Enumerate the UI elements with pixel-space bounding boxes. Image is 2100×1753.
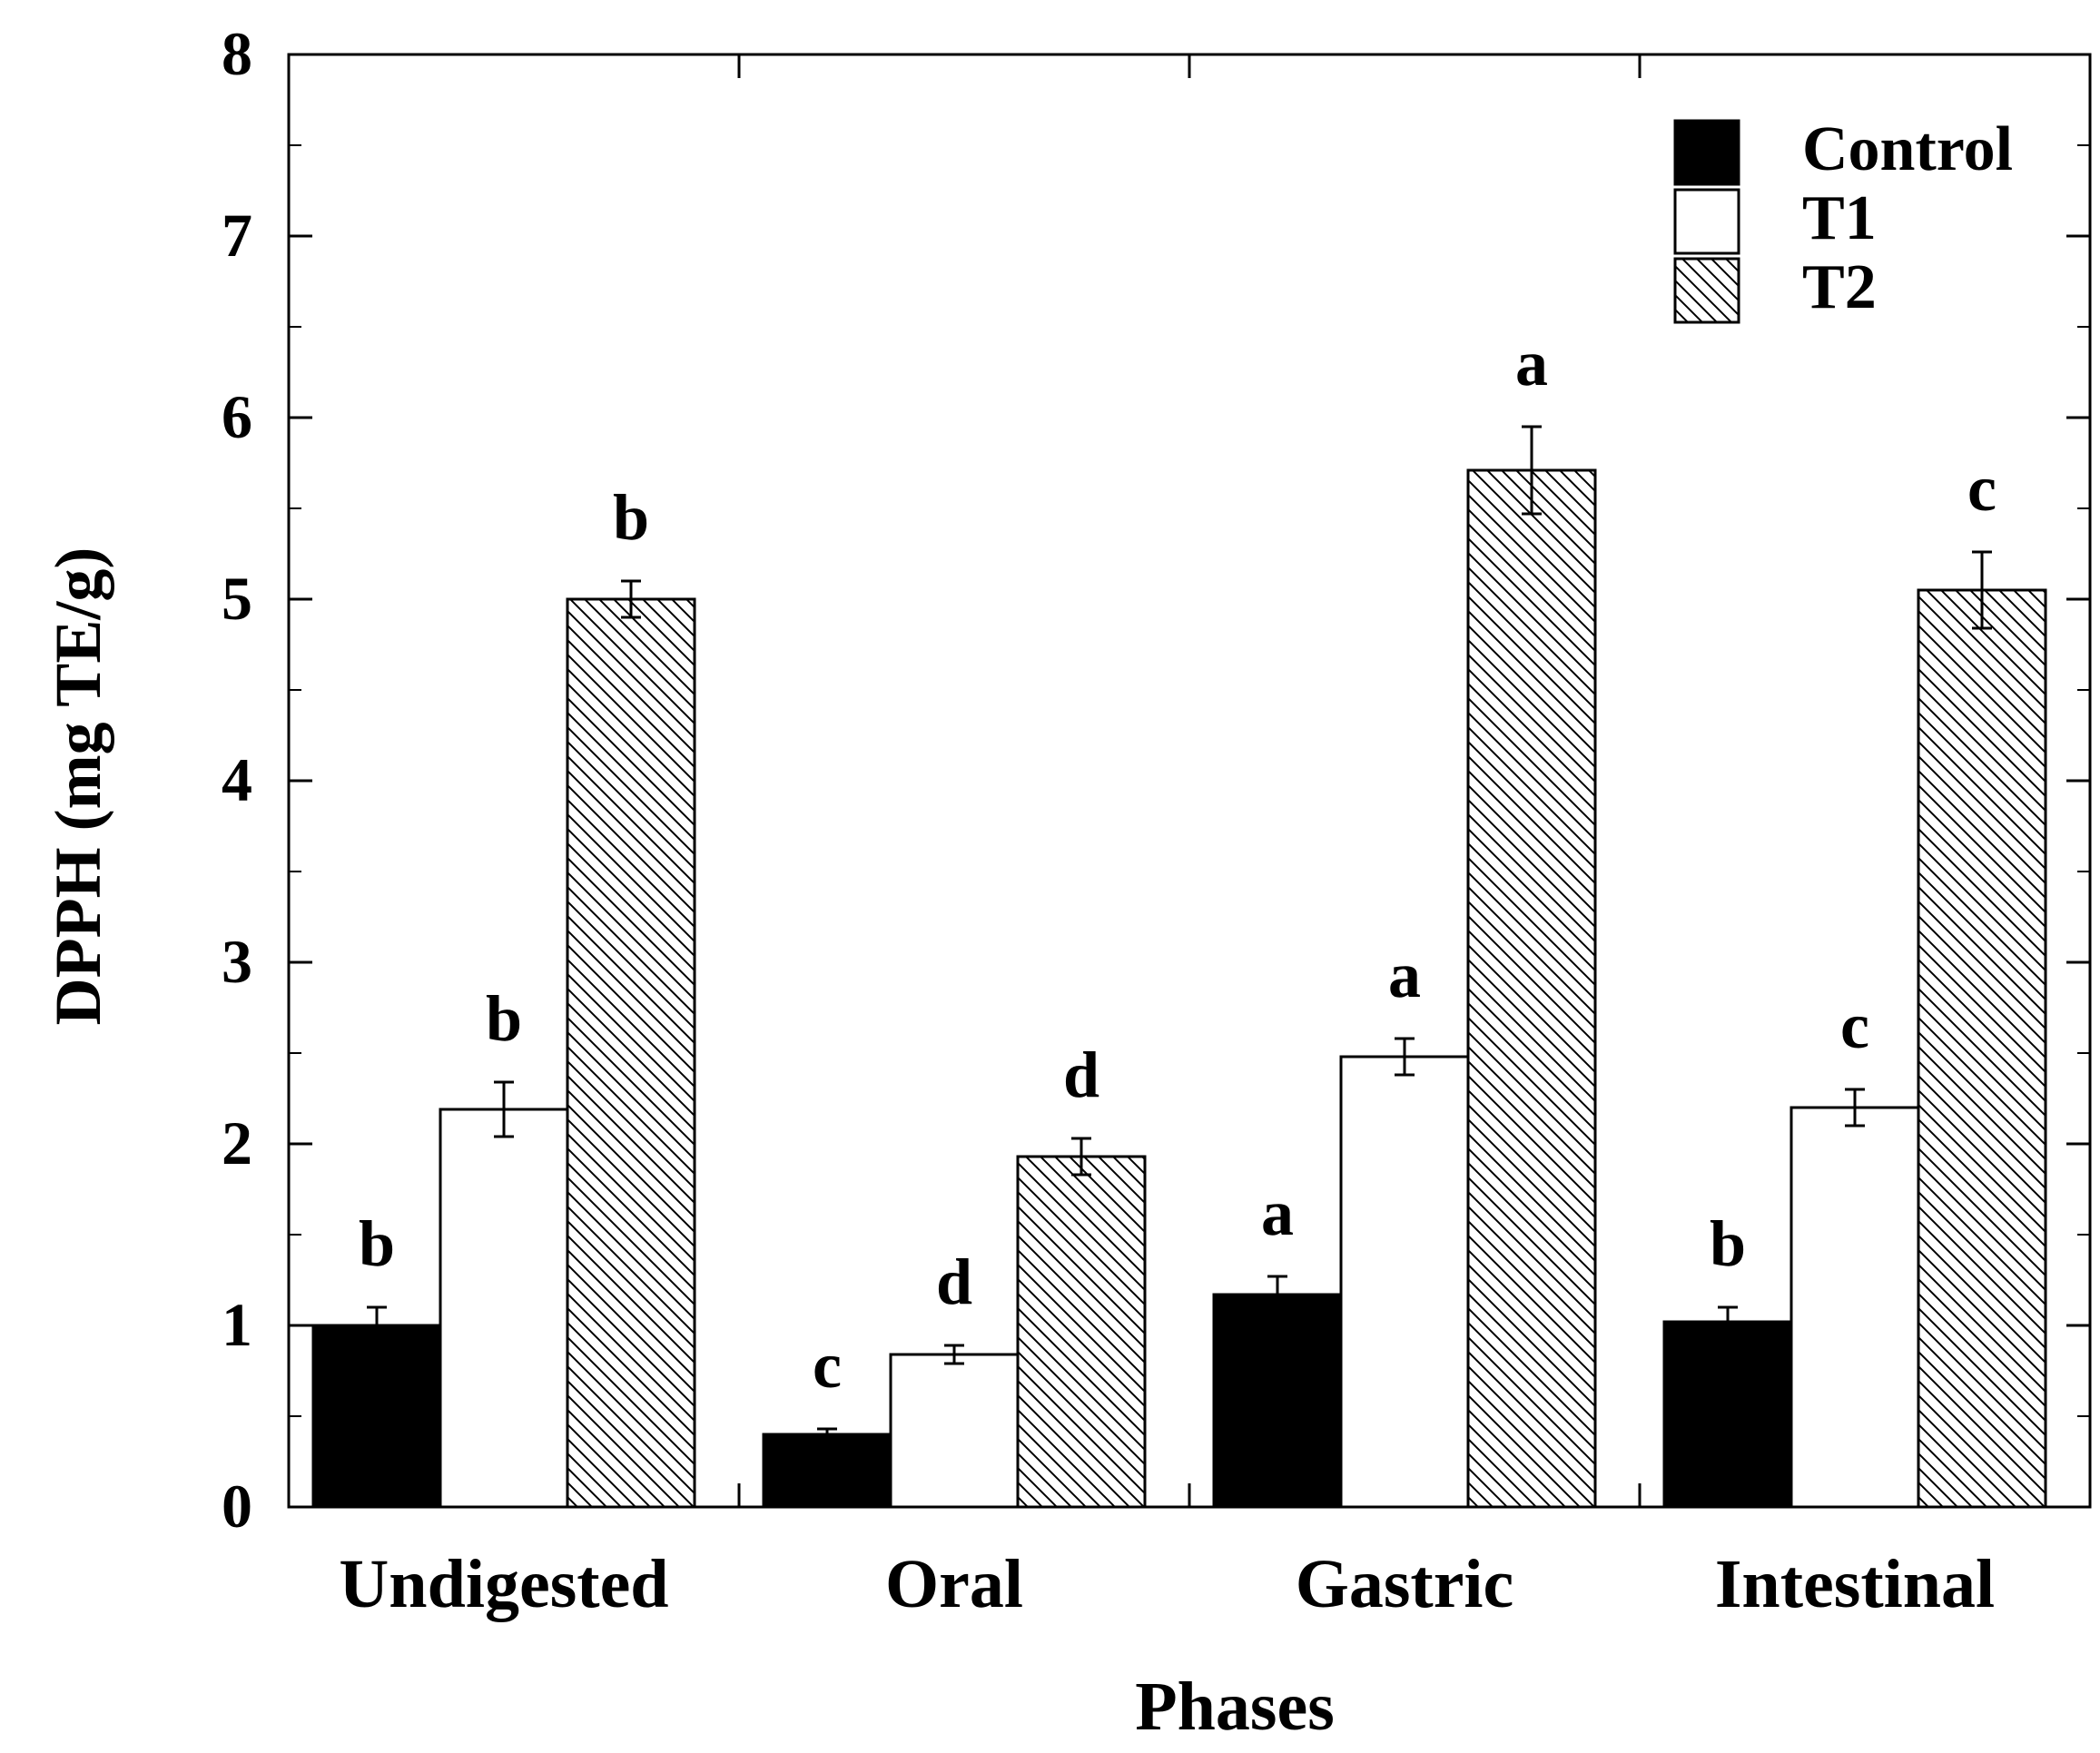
bar-t1-gastric <box>1339 1055 1470 1509</box>
x-tick-label: Gastric <box>1296 1546 1514 1622</box>
significance-label: d <box>1063 1039 1099 1111</box>
y-tick-label: 2 <box>222 1108 252 1177</box>
legend-label-t2: T2 <box>1802 252 1877 322</box>
bar-control-undigested <box>311 1324 442 1509</box>
significance-label: d <box>936 1246 972 1318</box>
y-tick-label: 8 <box>222 19 252 88</box>
bar-t2-oral <box>1016 1155 1147 1509</box>
bar-t2-intestinal <box>1917 588 2047 1509</box>
significance-label: b <box>486 982 522 1055</box>
significance-label: a <box>1261 1177 1294 1249</box>
y-tick-label: 6 <box>222 382 252 451</box>
legend-swatch-control <box>1673 119 1740 186</box>
bar-t2-undigested <box>566 597 696 1509</box>
x-axis-label: Phases <box>1135 1669 1335 1745</box>
y-tick-label: 5 <box>222 564 252 633</box>
legend-label-control: Control <box>1802 114 2013 184</box>
bar-control-gastric <box>1212 1293 1343 1509</box>
bar-t1-oral <box>889 1353 1020 1509</box>
significance-label: b <box>1710 1207 1746 1280</box>
significance-label: b <box>613 481 649 554</box>
significance-label: b <box>359 1207 395 1280</box>
legend-swatch-t1 <box>1673 188 1740 255</box>
bar-t1-undigested <box>439 1108 569 1509</box>
y-tick-label: 1 <box>222 1290 252 1359</box>
significance-label: c <box>813 1329 842 1402</box>
bar-control-oral <box>762 1433 892 1509</box>
legend-label-t1: T1 <box>1802 183 1877 253</box>
x-tick-label: Intestinal <box>1715 1546 1995 1622</box>
significance-label: c <box>1967 452 1996 525</box>
y-tick-label: 7 <box>222 201 252 270</box>
axes: 0 1 2 3 4 5 6 7 8 Undigested Oral Gastric Intestinal <box>222 19 2092 1622</box>
significance-label: a <box>1388 939 1421 1011</box>
bars: b b b c d d a a a b c c <box>311 327 2047 1509</box>
x-tick-label: Oral <box>885 1546 1023 1622</box>
significance-label: a <box>1515 327 1548 399</box>
y-tick-label: 4 <box>222 745 252 814</box>
y-tick-label: 0 <box>222 1472 252 1541</box>
bar-t1-intestinal <box>1789 1106 1920 1509</box>
bar-control-intestinal <box>1662 1320 1793 1509</box>
bar-t2-gastric <box>1466 468 1597 1509</box>
significance-label: c <box>1840 990 1869 1062</box>
y-axis-label: DPPH (mg TE/g) <box>42 547 114 1026</box>
y-tick-label: 3 <box>222 927 252 996</box>
x-tick-label: Undigested <box>339 1546 668 1622</box>
legend-swatch-t2 <box>1673 257 1740 324</box>
